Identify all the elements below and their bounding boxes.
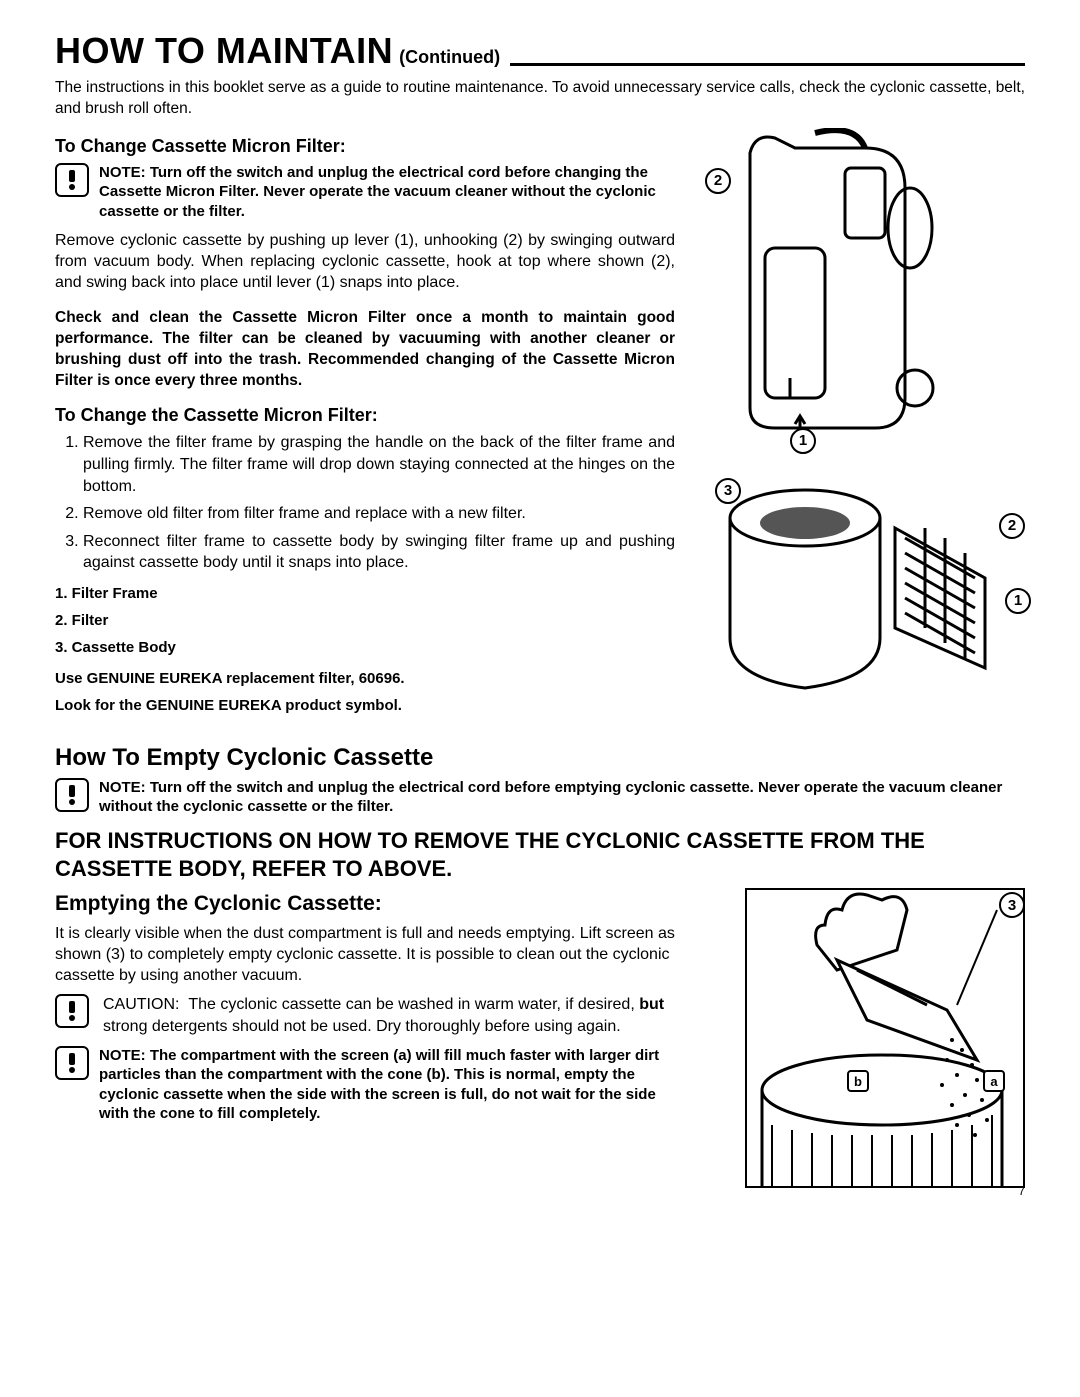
- sec1-note-text: NOTE: Turn off the switch and unplug the…: [99, 163, 675, 222]
- lower-left-column: Emptying the Cyclonic Cassette: It is cl…: [55, 888, 685, 1188]
- sec1-heading: To Change Cassette Micron Filter:: [55, 136, 675, 157]
- note-label: NOTE:: [99, 164, 146, 181]
- callout-3: 3: [715, 478, 741, 504]
- caution-text: CAUTION: The cyclonic cassette can be wa…: [99, 994, 685, 1037]
- caution-label: CAUTION:: [103, 996, 179, 1013]
- sec2-heading: To Change the Cassette Micron Filter:: [55, 405, 675, 426]
- note-label: NOTE:: [99, 1047, 146, 1064]
- legend-item: 2. Filter: [55, 607, 675, 634]
- cassette-illustration: [695, 468, 1015, 728]
- legend-item: 1. Filter Frame: [55, 580, 675, 607]
- caution-bold: but: [639, 996, 664, 1013]
- callout-1: 1: [790, 428, 816, 454]
- sec3-paragraph: It is clearly visible when the dust comp…: [55, 924, 685, 986]
- note-label: NOTE:: [99, 779, 146, 796]
- upper-right-column: 2 1 3 2 1: [695, 128, 1025, 728]
- caution-body2: strong detergents should not be used. Dr…: [103, 1018, 621, 1035]
- callout-1b: 1: [1005, 588, 1031, 614]
- sec3-note: NOTE: Turn off the switch and unplug the…: [55, 778, 1025, 817]
- upper-left-column: To Change Cassette Micron Filter: NOTE: …: [55, 128, 675, 728]
- note-body: Turn off the switch and unplug the elect…: [99, 164, 656, 220]
- figure-vacuum-upright: 2 1: [695, 128, 1025, 448]
- sec1-paragraph: Remove cyclonic cassette by pushing up l…: [55, 231, 675, 293]
- note-body: The compartment with the screen (a) will…: [99, 1047, 659, 1123]
- note-body: Turn off the switch and unplug the elect…: [99, 779, 1002, 816]
- callout-2b: 2: [999, 513, 1025, 539]
- sec3-subheading: Emptying the Cyclonic Cassette:: [55, 892, 685, 916]
- callout-3b: 3: [999, 892, 1025, 918]
- step-item: Remove old filter from filter frame and …: [83, 503, 675, 525]
- legend-item: 3. Cassette Body: [55, 634, 675, 661]
- page-title-main: HOW TO MAINTAIN: [55, 30, 393, 72]
- lower-columns: Emptying the Cyclonic Cassette: It is cl…: [55, 888, 1025, 1188]
- step-item: Reconnect filter frame to cassette body …: [83, 531, 675, 574]
- manual-page: HOW TO MAINTAIN (Continued) The instruct…: [0, 0, 1080, 1208]
- lower-right-column: a b 3: [715, 888, 1025, 1188]
- sec3-note2-text: NOTE: The compartment with the screen (a…: [99, 1046, 685, 1124]
- callout-a: a: [983, 1070, 1005, 1092]
- sec2-steps: Remove the filter frame by grasping the …: [55, 432, 675, 574]
- callout-b: b: [847, 1070, 869, 1092]
- emptying-illustration: [747, 890, 1023, 1186]
- intro-paragraph: The instructions in this booklet serve a…: [55, 78, 1025, 120]
- sec1-bold-paragraph: Check and clean the Cassette Micron Filt…: [55, 308, 675, 392]
- page-title-row: HOW TO MAINTAIN (Continued): [55, 30, 1025, 72]
- sec1-note: NOTE: Turn off the switch and unplug the…: [55, 163, 675, 222]
- sec2-tail: Use GENUINE EUREKA replacement filter, 6…: [55, 665, 675, 719]
- figure-cassette-exploded: 3 2 1: [695, 468, 1025, 728]
- page-number: 7: [1018, 1184, 1025, 1198]
- sec3-note2: NOTE: The compartment with the screen (a…: [55, 1046, 685, 1124]
- alert-icon: [55, 1046, 89, 1080]
- title-rule: [510, 63, 1025, 66]
- alert-icon: [55, 778, 89, 812]
- figure-emptying: a b: [745, 888, 1025, 1188]
- caution-body1: The cyclonic cassette can be washed in w…: [188, 996, 639, 1013]
- tail-line: Use GENUINE EUREKA replacement filter, 6…: [55, 665, 675, 692]
- sec3-heading: How To Empty Cyclonic Cassette: [55, 744, 1025, 772]
- sec2-legend: 1. Filter Frame 2. Filter 3. Cassette Bo…: [55, 580, 675, 661]
- tail-line: Look for the GENUINE EUREKA product symb…: [55, 692, 675, 719]
- upper-columns: To Change Cassette Micron Filter: NOTE: …: [55, 128, 1025, 728]
- sec3-note-text: NOTE: Turn off the switch and unplug the…: [99, 778, 1025, 817]
- step-item: Remove the filter frame by grasping the …: [83, 432, 675, 497]
- vacuum-illustration: [695, 128, 995, 448]
- sec3-caution: CAUTION: The cyclonic cassette can be wa…: [55, 994, 685, 1037]
- sec3-upper-instruction: FOR INSTRUCTIONS ON HOW TO REMOVE THE CY…: [55, 827, 1025, 884]
- alert-icon: [55, 994, 89, 1028]
- page-title-continued: (Continued): [399, 47, 500, 68]
- callout-2: 2: [705, 168, 731, 194]
- alert-icon: [55, 163, 89, 197]
